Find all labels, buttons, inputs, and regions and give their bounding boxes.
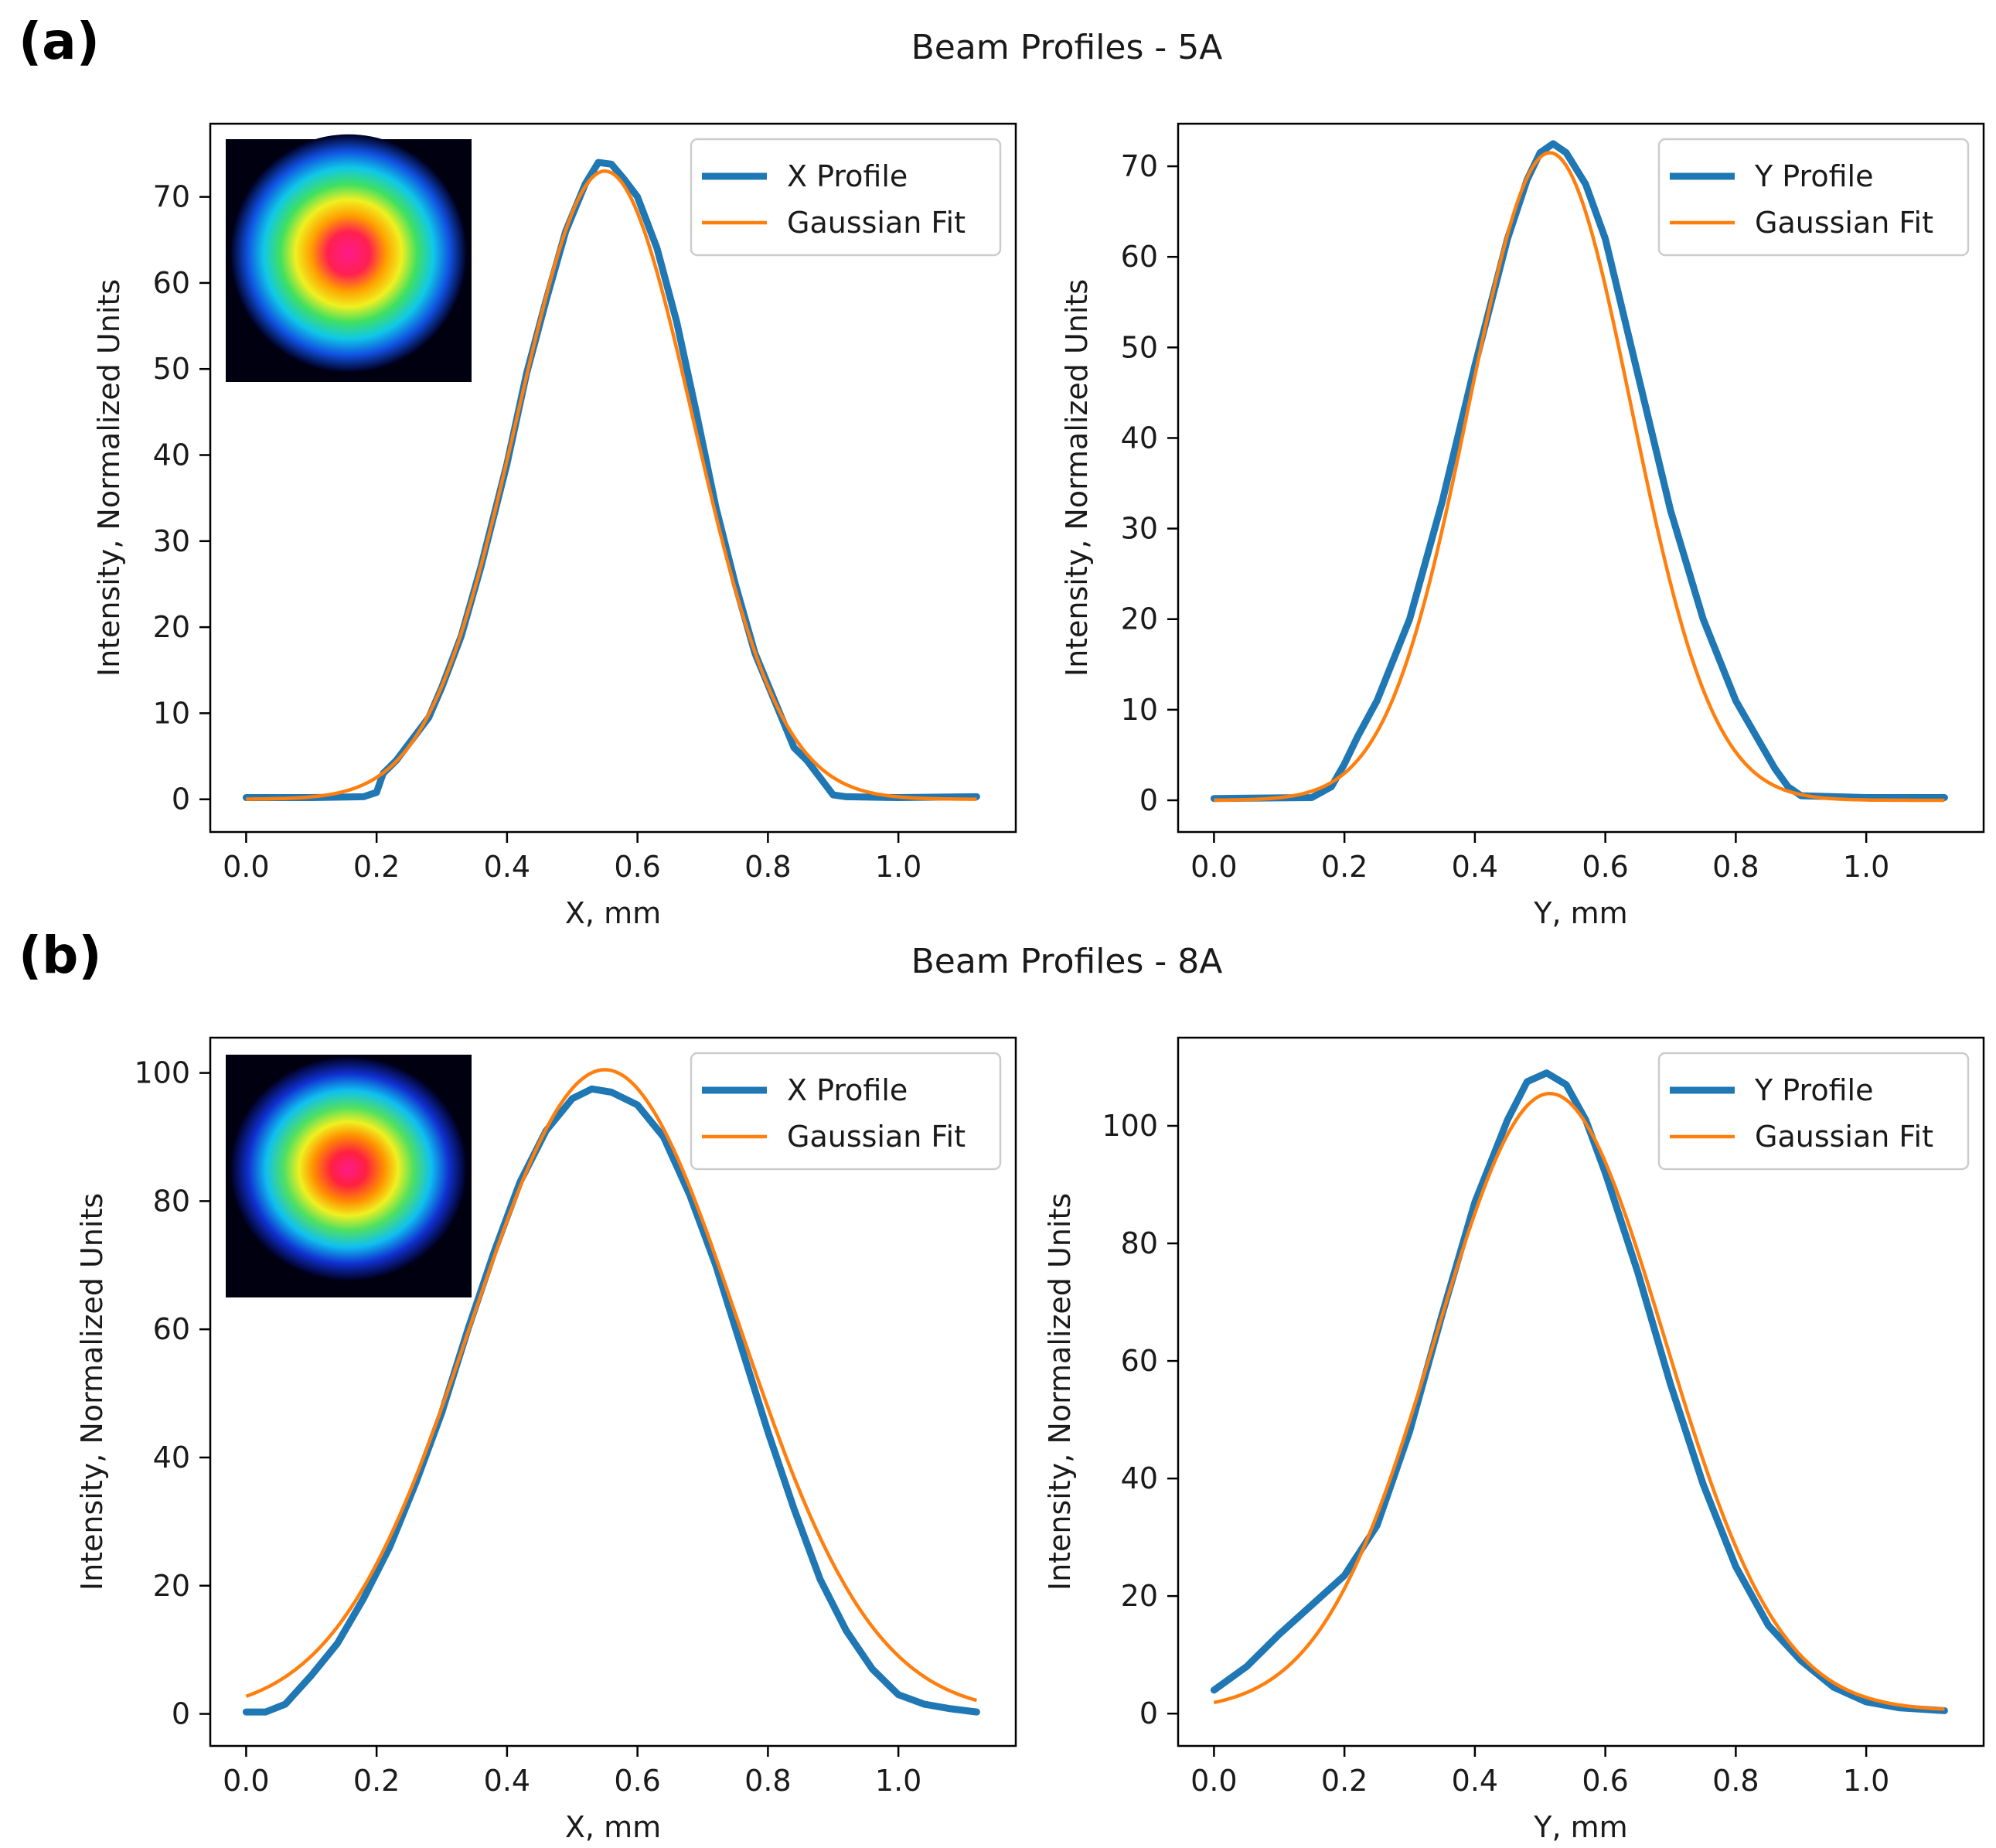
- y-tick-label: 20: [1121, 1579, 1158, 1613]
- legend: X Profile Gaussian Fit: [690, 1052, 1002, 1171]
- x-tick-label: 0.2: [353, 850, 400, 884]
- x-tick-label: 0.0: [223, 850, 269, 884]
- x-tick-label: 0.6: [1582, 1764, 1628, 1798]
- series-line-gaussian-fit: [246, 169, 977, 801]
- x-axis-label: Y, mm: [1533, 1810, 1627, 1844]
- x-tick-label: 0.8: [1712, 1764, 1759, 1798]
- axes-frame: [1177, 122, 1985, 834]
- legend: X Profile Gaussian Fit: [690, 138, 1002, 257]
- y-tick-label: 80: [1121, 1226, 1158, 1260]
- x-tick-label: 0.4: [1452, 850, 1498, 884]
- x-tick-label: 1.0: [1843, 850, 1889, 884]
- x-tick-label: 0.2: [353, 1764, 400, 1798]
- x-tick-label: 0.0: [1190, 850, 1237, 884]
- legend-entry-y-profile-label: Y Profile: [1754, 159, 1873, 193]
- y-tick-label: 100: [134, 1056, 190, 1090]
- y-tick-label: 60: [1121, 240, 1158, 274]
- x-tick-label: 1.0: [875, 850, 921, 884]
- beam-spot-inset-image: [226, 1055, 472, 1297]
- x-tick-label: 0.4: [484, 1764, 530, 1798]
- x-tick-label: 0.6: [1582, 850, 1628, 884]
- panel-label-b: (b): [19, 926, 102, 985]
- legend-box: [690, 1052, 1002, 1171]
- x-tick-label: 0.8: [1712, 850, 1759, 884]
- y-tick-label: 0: [1139, 1696, 1158, 1730]
- x-tick-label: 0.4: [1452, 1764, 1498, 1798]
- y-tick-label: 50: [153, 352, 190, 386]
- y-tick-label: 50: [1121, 330, 1158, 364]
- x-axis-label: X, mm: [565, 1810, 661, 1844]
- y-tick-label: 40: [1121, 1461, 1158, 1495]
- y-tick-label: 30: [153, 524, 190, 558]
- legend-entry-gaussian-fit-label: Gaussian Fit: [1755, 206, 1933, 240]
- suptitle-b: Beam Profiles - 8A: [911, 942, 1223, 981]
- series-line-gaussian-fit: [1213, 1091, 1945, 1711]
- y-tick-label: 20: [1121, 602, 1158, 636]
- y-axis-label: Intensity, Normalized Units: [1060, 279, 1094, 677]
- y-tick-label: 40: [1121, 421, 1158, 455]
- x-tick-label: 1.0: [875, 1764, 921, 1798]
- suptitle-a: Beam Profiles - 5A: [911, 28, 1223, 67]
- y-tick-label: 40: [153, 1441, 190, 1475]
- y-tick-label: 40: [153, 438, 190, 472]
- axes-frame: [1177, 1036, 1985, 1747]
- legend-entry-x-profile-label: X Profile: [787, 1073, 908, 1107]
- legend-box: [690, 138, 1002, 257]
- series-line-y-profile: [1210, 1069, 1948, 1714]
- axes-frame: [209, 122, 1017, 834]
- series-line-y-profile: [1210, 140, 1948, 803]
- y-tick-label: 0: [172, 1697, 190, 1731]
- y-tick-label: 10: [153, 696, 190, 730]
- x-axis-label: Y, mm: [1533, 896, 1627, 930]
- plot-a-x-profile: 0.0 0.2 0.4 0.6 0.8 1.0 0 10 20 30 40 50 60 70 X, mm In…: [92, 122, 1017, 930]
- plot-a-y-profile: 0.0 0.2 0.4 0.6 0.8 1.0 0 10 20 30 40 50 60 70 Y, mm In…: [1060, 122, 1985, 930]
- y-tick-label: 70: [153, 180, 190, 214]
- legend-entry-y-profile-label: Y Profile: [1754, 1073, 1873, 1107]
- x-axis-label: X, mm: [565, 896, 661, 930]
- y-tick-label: 60: [153, 1312, 190, 1346]
- axes-frame: [209, 1036, 1017, 1747]
- legend-box: [1657, 1052, 1970, 1171]
- x-tick-label: 1.0: [1843, 1764, 1889, 1798]
- x-tick-label: 0.2: [1321, 850, 1368, 884]
- x-tick-label: 0.4: [484, 850, 530, 884]
- y-tick-label: 0: [1139, 783, 1158, 817]
- legend-entry-x-profile-label: X Profile: [787, 159, 908, 193]
- y-axis-label: Intensity, Normalized Units: [92, 279, 126, 677]
- panel-label-a: (a): [19, 12, 100, 71]
- x-tick-label: 0.8: [744, 850, 791, 884]
- plot-b-y-profile: 0.0 0.2 0.4 0.6 0.8 1.0 0 20 40 60 80 100 Y, mm Inten…: [1043, 1036, 1985, 1844]
- legend-box: [1657, 138, 1970, 257]
- legend: Y Profile Gaussian Fit: [1657, 138, 1970, 257]
- series-line-gaussian-fit: [245, 1068, 978, 1703]
- y-tick-label: 10: [1121, 693, 1158, 727]
- plot-b-x-profile: 0.0 0.2 0.4 0.6 0.8 1.0 0 20 40 60 80 100 X, mm Inten…: [75, 1036, 1017, 1844]
- beam-spot-inset-image: [226, 134, 472, 382]
- y-tick-label: 100: [1102, 1109, 1158, 1143]
- legend-entry-gaussian-fit-label: Gaussian Fit: [787, 206, 966, 240]
- y-tick-label: 60: [1121, 1344, 1158, 1378]
- y-tick-label: 70: [1121, 149, 1158, 183]
- y-tick-label: 60: [153, 266, 190, 300]
- x-tick-label: 0.2: [1321, 1764, 1368, 1798]
- legend: Y Profile Gaussian Fit: [1657, 1052, 1970, 1171]
- series-line-gaussian-fit: [1214, 151, 1945, 803]
- x-tick-label: 0.6: [614, 1764, 660, 1798]
- y-tick-label: 80: [153, 1184, 190, 1218]
- series-line-x-profile: [242, 1085, 980, 1716]
- x-tick-label: 0.8: [744, 1764, 791, 1798]
- y-axis-label: Intensity, Normalized Units: [75, 1193, 109, 1591]
- y-tick-label: 0: [172, 783, 190, 817]
- y-tick-label: 30: [1121, 512, 1158, 546]
- x-tick-label: 0.6: [614, 850, 660, 884]
- legend-entry-gaussian-fit-label: Gaussian Fit: [1755, 1120, 1933, 1154]
- x-tick-label: 0.0: [223, 1764, 269, 1798]
- y-tick-label: 20: [153, 1569, 190, 1603]
- y-tick-label: 20: [153, 610, 190, 644]
- legend-entry-gaussian-fit-label: Gaussian Fit: [787, 1120, 966, 1154]
- y-axis-label: Intensity, Normalized Units: [1043, 1193, 1077, 1591]
- x-tick-label: 0.0: [1190, 1764, 1237, 1798]
